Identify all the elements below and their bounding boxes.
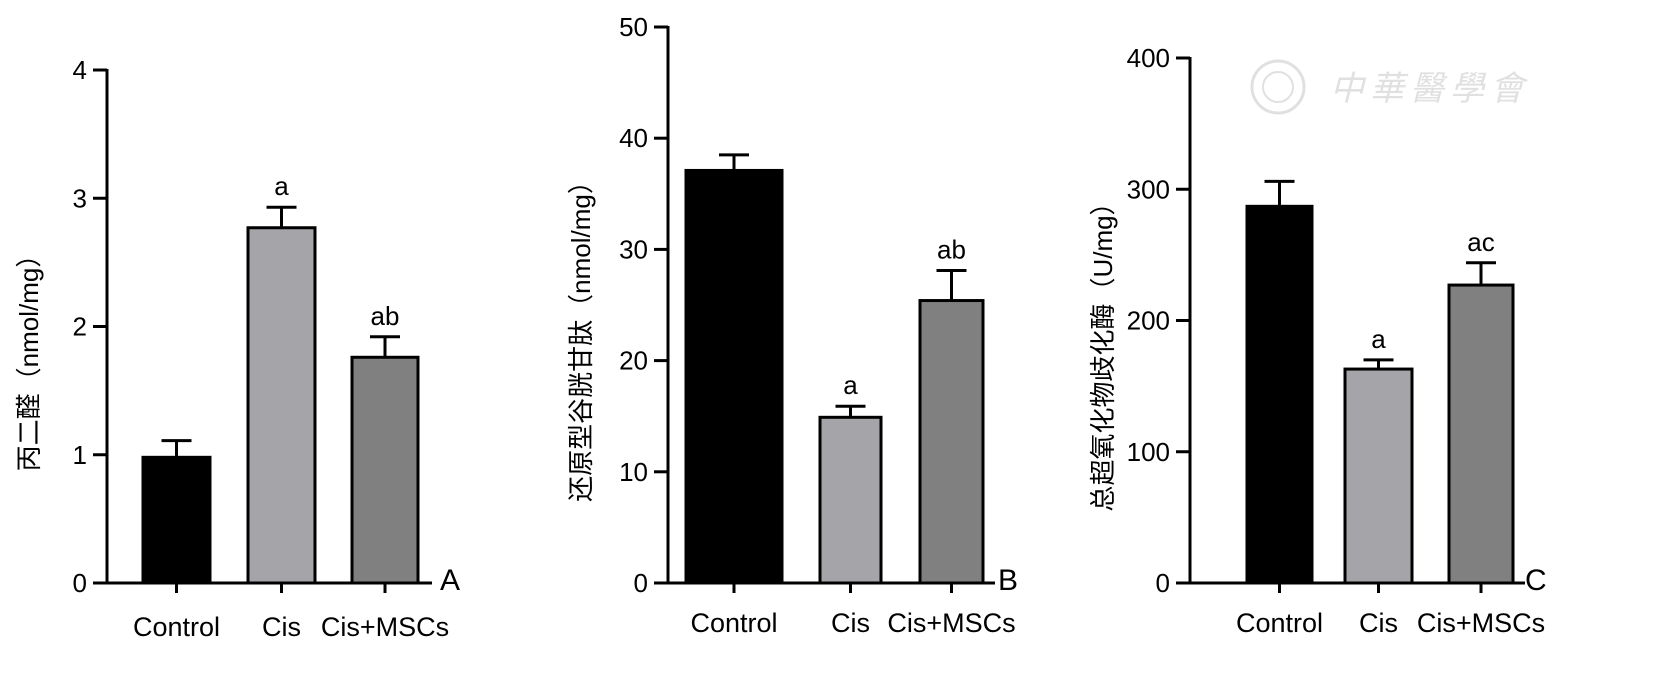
panel-c: Control a Cis ac Cis+MSCs 0 100 200 300 400 总超氧化物歧…: [1088, 43, 1547, 638]
y-tick-label: 300: [1127, 174, 1170, 204]
bar-cis-mscs: [1447, 283, 1515, 585]
y-tick-label: 40: [619, 123, 648, 153]
significance-label: ab: [371, 301, 400, 331]
bar-control: [684, 168, 784, 585]
y-tick-label: 400: [1127, 43, 1170, 73]
bar-cis: [818, 415, 883, 585]
y-tick-label: 30: [619, 234, 648, 264]
x-tick-label: Cis: [831, 608, 870, 638]
y-tick-label: 0: [73, 568, 87, 598]
y-tick-label: 100: [1127, 437, 1170, 467]
watermark-logo: 中華醫學會: [1250, 59, 1530, 115]
y-tick-label: 0: [1156, 568, 1170, 598]
y-axis-label: 丙二醛（nmol/mg）: [14, 242, 44, 472]
bar-cis-mscs: [350, 355, 420, 585]
y-tick-label: 10: [619, 457, 648, 487]
panel-letter: B: [998, 564, 1018, 597]
panel-letter: A: [440, 564, 460, 597]
x-tick-label: Cis+MSCs: [321, 612, 449, 642]
x-tick-label: Cis: [1359, 608, 1398, 638]
significance-label: ac: [1467, 227, 1494, 257]
significance-label: ab: [937, 235, 966, 265]
significance-label: a: [843, 370, 858, 400]
bar-control: [1245, 204, 1314, 585]
bar-cis: [246, 226, 317, 585]
significance-label: a: [274, 171, 289, 201]
y-tick-label: 50: [619, 12, 648, 42]
x-tick-label: Control: [690, 608, 777, 638]
x-tick-label: Cis+MSCs: [887, 608, 1015, 638]
y-tick-label: 4: [73, 55, 87, 85]
y-tick-label: 200: [1127, 306, 1170, 336]
panel-letter: C: [1525, 564, 1547, 597]
watermark-text: 中華醫學會: [1330, 70, 1530, 108]
y-tick-label: 2: [73, 312, 87, 342]
y-tick-label: 20: [619, 346, 648, 376]
panel-a: Control a Cis ab Cis+MSCs 0 1 2 3 4 丙二醛（nmol/mg） A: [14, 55, 460, 642]
y-axis-label: 总超氧化物歧化酶（U/mg）: [1088, 189, 1118, 511]
y-tick-label: 0: [634, 568, 648, 598]
x-tick-label: Cis+MSCs: [1417, 608, 1545, 638]
significance-label: a: [1371, 324, 1386, 354]
x-tick-label: Control: [133, 612, 220, 642]
x-tick-label: Cis: [262, 612, 301, 642]
y-tick-label: 1: [73, 440, 87, 470]
bar-cis-mscs: [918, 299, 985, 585]
x-tick-label: Control: [1236, 608, 1323, 638]
bar-control: [141, 455, 212, 585]
panel-b: Control a Cis ab Cis+MSCs 0 10 20 30 40 50 还原型谷胱甘肽（…: [566, 12, 1018, 638]
y-axis-label: 还原型谷胱甘肽（nmol/mg）: [566, 168, 596, 502]
bar-cis: [1343, 367, 1414, 585]
y-tick-label: 3: [73, 183, 87, 213]
